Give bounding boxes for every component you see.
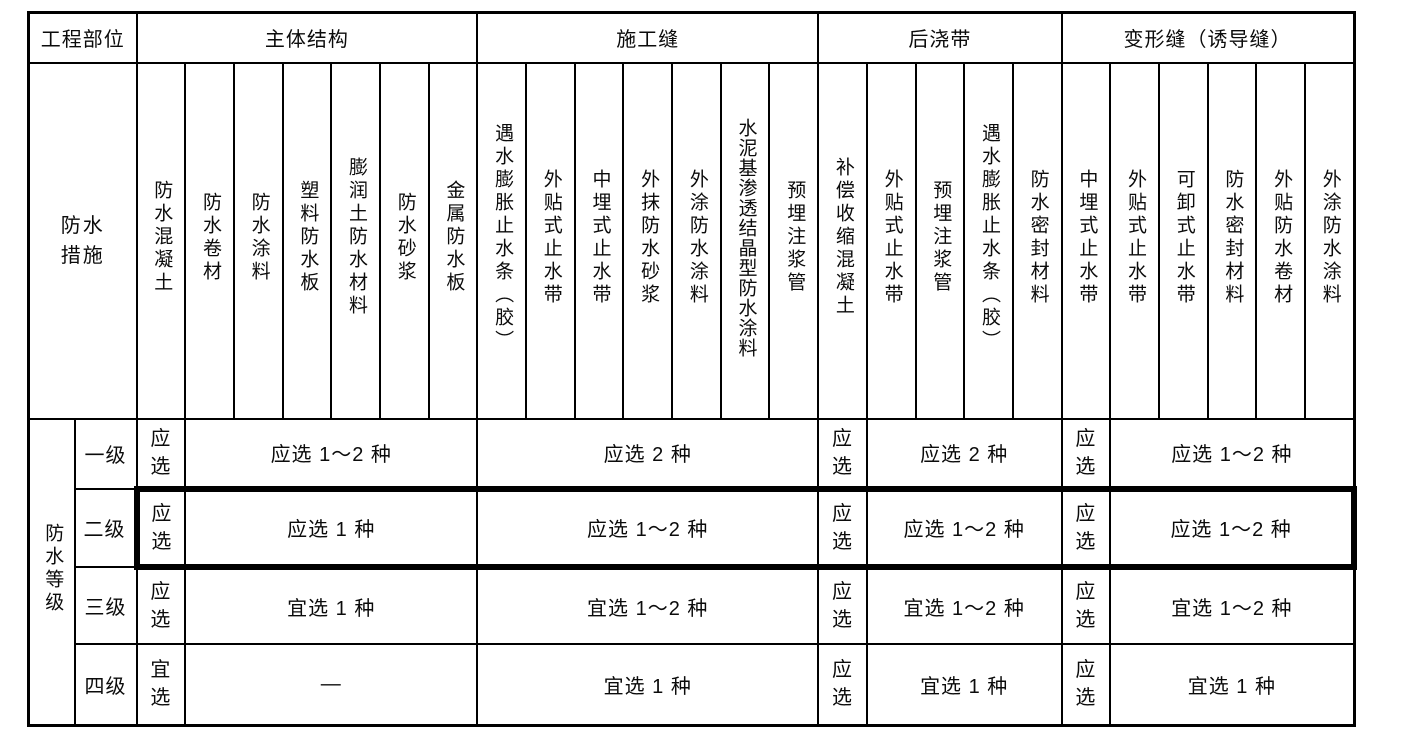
column-header: 外抹防水砂浆: [622, 61, 674, 420]
column-header: 防水密封材料: [1206, 61, 1258, 420]
selection-cell: 应选 2 种: [865, 417, 1063, 490]
selection-cell: 应选 1～2 种: [1109, 417, 1355, 490]
grade-cell: 一级: [73, 417, 138, 490]
column-header: 防水涂料: [232, 61, 284, 420]
selection-cell: 宜选 1 种: [865, 642, 1063, 727]
table-row-grade-4: 四级 宜选 — 宜选 1 种 应选 宜选 1 种 应选 宜选 1 种: [29, 642, 1355, 727]
corner-engineering-part: 工程部位: [27, 11, 138, 64]
column-header: 中埋式止水带: [573, 61, 625, 420]
column-header: 遇水膨胀止水条（胶）: [476, 61, 527, 420]
selection-cell: 应选 1～2 种: [184, 417, 479, 490]
column-header: 可卸式止水带: [1157, 61, 1209, 420]
table-row-grade-3: 三级 应选 宜选 1 种 宜选 1～2 种 应选 宜选 1～2 种 应选 宜选 …: [29, 565, 1355, 645]
selection-cell: —: [184, 642, 479, 727]
column-header: 外贴式止水带: [1109, 61, 1160, 420]
selection-cell: 应选: [817, 485, 868, 570]
column-header: 外贴式止水带: [865, 61, 917, 420]
column-header: 防水混凝土: [135, 61, 187, 420]
column-header: 中埋式止水带: [1060, 61, 1112, 420]
column-header: 膨润土防水材料: [330, 61, 381, 420]
group-header-deformation-joint: 变形缝（诱导缝）: [1060, 11, 1356, 64]
measures-axis-label: 防水措施: [27, 61, 138, 420]
selection-cell: 应选 1 种: [184, 485, 479, 570]
selection-cell: 宜选 1～2 种: [476, 565, 820, 645]
selection-cell: 应选 1～2 种: [865, 485, 1063, 570]
group-header-row: 工程部位 主体结构 施工缝 后浇带 变形缝（诱导缝）: [27, 11, 1356, 64]
column-header: 预埋注浆管: [768, 61, 820, 420]
table-row-grade-1: 防水等级 一级 应选 应选 1～2 种 应选 2 种 应选 应选 2 种 应选 …: [27, 417, 1355, 727]
selection-cell: 应选 1～2 种: [476, 485, 820, 570]
selection-cell: 应选: [1060, 642, 1112, 727]
column-header: 补偿收缩混凝土: [817, 61, 868, 420]
column-header: 金属防水板: [427, 61, 479, 420]
column-header: 防水砂浆: [378, 61, 430, 420]
column-header: 外涂防水涂料: [671, 61, 722, 420]
column-header: 预埋注浆管: [914, 61, 966, 420]
waterproofing-measures-table: 工程部位 主体结构 施工缝 后浇带 变形缝（诱导缝） 防水措施 防水混凝土 防水…: [27, 11, 1357, 727]
grade-cell: 二级: [73, 487, 138, 568]
selection-cell: 应选 1～2 种: [1109, 485, 1357, 570]
selection-cell: 宜选: [135, 642, 187, 727]
selection-cell: 应选 2 种: [476, 417, 820, 490]
column-header: 水泥基渗透结晶型防水涂料: [719, 61, 771, 420]
column-header: 塑料防水板: [281, 61, 333, 420]
column-header: 遇水膨胀止水条（胶）: [963, 61, 1014, 420]
selection-cell: 宜选 1～2 种: [1109, 565, 1355, 645]
selection-cell: 应选: [1060, 485, 1112, 570]
group-header-post-cast-strip: 后浇带: [817, 11, 1063, 64]
column-header: 外涂防水涂料: [1304, 61, 1355, 420]
table-row-grade-2-highlighted: 二级 应选 应选 1 种 应选 1～2 种 应选 应选 1～2 种 应选 应选 …: [29, 485, 1357, 570]
selection-cell: 宜选 1 种: [476, 642, 820, 727]
selection-cell: 应选: [817, 565, 868, 645]
column-header: 外贴式止水带: [525, 61, 576, 420]
column-header: 防水密封材料: [1011, 61, 1063, 420]
column-header: 防水卷材: [184, 61, 235, 420]
group-header-construction-joint: 施工缝: [476, 11, 820, 64]
selection-cell: 宜选 1～2 种: [865, 565, 1063, 645]
grade-cell: 四级: [73, 642, 138, 727]
grade-axis-label: 防水等级: [27, 417, 76, 727]
selection-cell: 应选: [133, 485, 187, 570]
selection-cell: 应选: [1060, 417, 1112, 490]
selection-cell: 应选: [817, 417, 868, 490]
column-header-row: 防水措施 防水混凝土 防水卷材 防水涂料 塑料防水板 膨润土防水材料 防水砂浆 …: [27, 61, 1355, 420]
selection-cell: 应选: [135, 565, 187, 645]
selection-cell: 应选: [135, 417, 187, 490]
selection-cell: 应选: [817, 642, 868, 727]
selection-cell: 宜选 1 种: [184, 565, 479, 645]
group-header-main-structure: 主体结构: [135, 11, 479, 64]
selection-cell: 应选: [1060, 565, 1112, 645]
selection-cell: 宜选 1 种: [1109, 642, 1355, 727]
grade-cell: 三级: [73, 565, 138, 645]
column-header: 外贴防水卷材: [1255, 61, 1306, 420]
